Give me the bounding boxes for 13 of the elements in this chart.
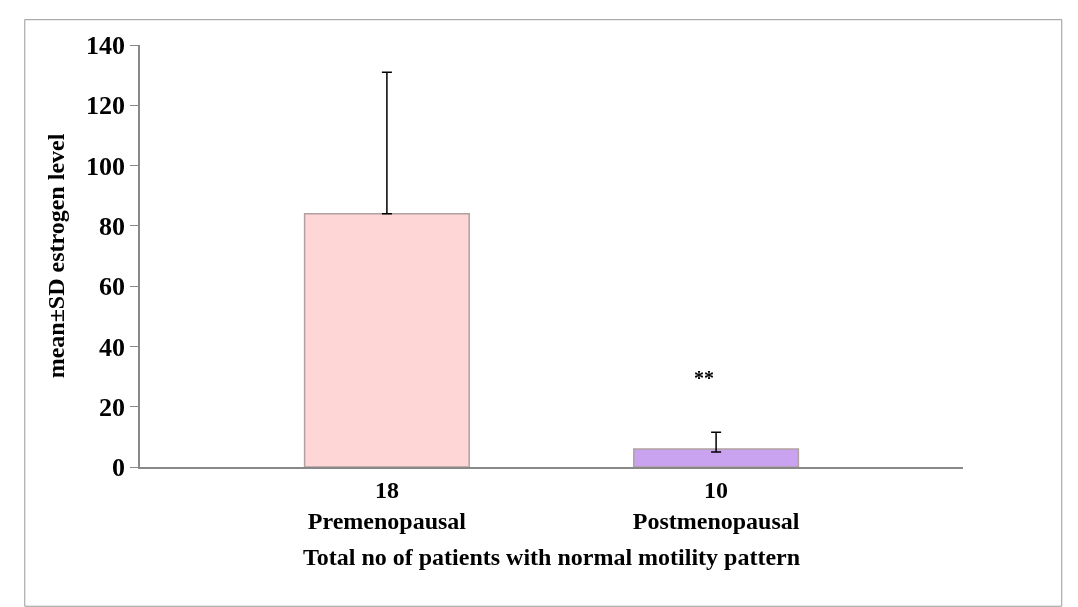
y-tick-label: 0 <box>112 453 126 483</box>
y-tick-label: 80 <box>99 211 126 241</box>
y-tick-label: 140 <box>86 31 126 61</box>
y-tick-label: 100 <box>86 151 126 181</box>
y-tick-label: 40 <box>99 332 126 362</box>
y-axis-title: mean±SD estrogen level <box>42 133 69 379</box>
x-tick-label: 18 Premenopausal <box>307 476 467 534</box>
y-tick-label: 60 <box>99 272 126 302</box>
x-axis-title: Total no of patients with normal motility pattern <box>302 543 801 570</box>
y-tick-label: 120 <box>86 91 126 121</box>
y-tick-label: 20 <box>99 392 126 422</box>
x-tick-label: 10 Postmenopausal <box>632 476 800 534</box>
annotation: ** <box>694 367 714 389</box>
